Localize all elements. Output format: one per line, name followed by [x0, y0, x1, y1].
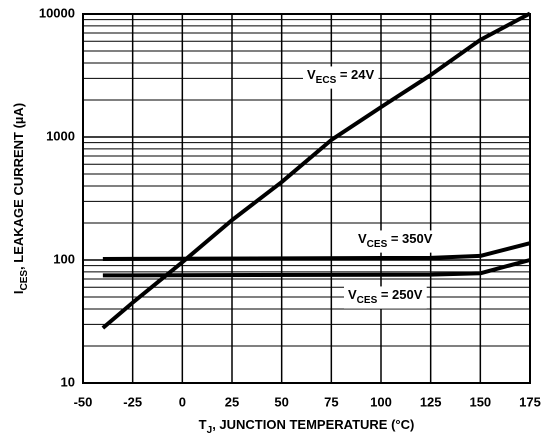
- label-rest: , JUNCTION TEMPERATURE (°C): [212, 417, 414, 432]
- y-axis-label: ICES, LEAKAGE CURRENT (µA): [11, 103, 29, 294]
- x-tick-label: 0: [179, 394, 186, 409]
- label-rest: = 350V: [387, 231, 433, 246]
- x-tick-label: -25: [123, 394, 142, 409]
- y-tick-label: 10: [61, 374, 75, 389]
- label-subscript: CES: [367, 239, 388, 250]
- label-subscript: CES: [357, 295, 378, 306]
- x-tick-label: -50: [74, 394, 93, 409]
- label-symbol: V: [358, 231, 367, 246]
- data-line: [102, 241, 531, 261]
- label-background: [344, 286, 427, 309]
- y-tick-label: 10000: [39, 5, 75, 20]
- data-line: [101, 11, 531, 330]
- y-tick-label: 100: [53, 251, 75, 266]
- x-axis-label: TJ, JUNCTION TEMPERATURE (°C): [199, 417, 415, 435]
- series-label: VCES = 350V: [358, 231, 433, 249]
- label-rest: , LEAKAGE CURRENT (µA): [11, 103, 26, 270]
- series-label: VCES = 250V: [348, 287, 423, 305]
- label-background: [354, 230, 437, 253]
- x-tick-label: 75: [324, 394, 338, 409]
- series-label: VECS = 24V: [307, 67, 375, 85]
- label-subscript: J: [207, 425, 213, 436]
- label-subscript: ECS: [316, 75, 337, 86]
- label-symbol: V: [348, 287, 357, 302]
- label-background: [303, 66, 379, 89]
- label-symbol: I: [11, 291, 26, 295]
- label-symbol: V: [307, 67, 316, 82]
- y-tick-label: 1000: [46, 128, 75, 143]
- x-tick-label: 125: [420, 394, 442, 409]
- plot-frame: [82, 13, 531, 384]
- data-line: [102, 258, 531, 278]
- label-rest: = 24V: [336, 67, 374, 82]
- x-tick-label: 100: [370, 394, 392, 409]
- label-rest: = 250V: [377, 287, 423, 302]
- x-tick-label: 25: [225, 394, 239, 409]
- label-subscript: CES: [19, 270, 30, 291]
- x-tick-label: 150: [469, 394, 491, 409]
- label-symbol: T: [199, 417, 207, 432]
- x-tick-label: 175: [519, 394, 541, 409]
- x-tick-label: 50: [274, 394, 288, 409]
